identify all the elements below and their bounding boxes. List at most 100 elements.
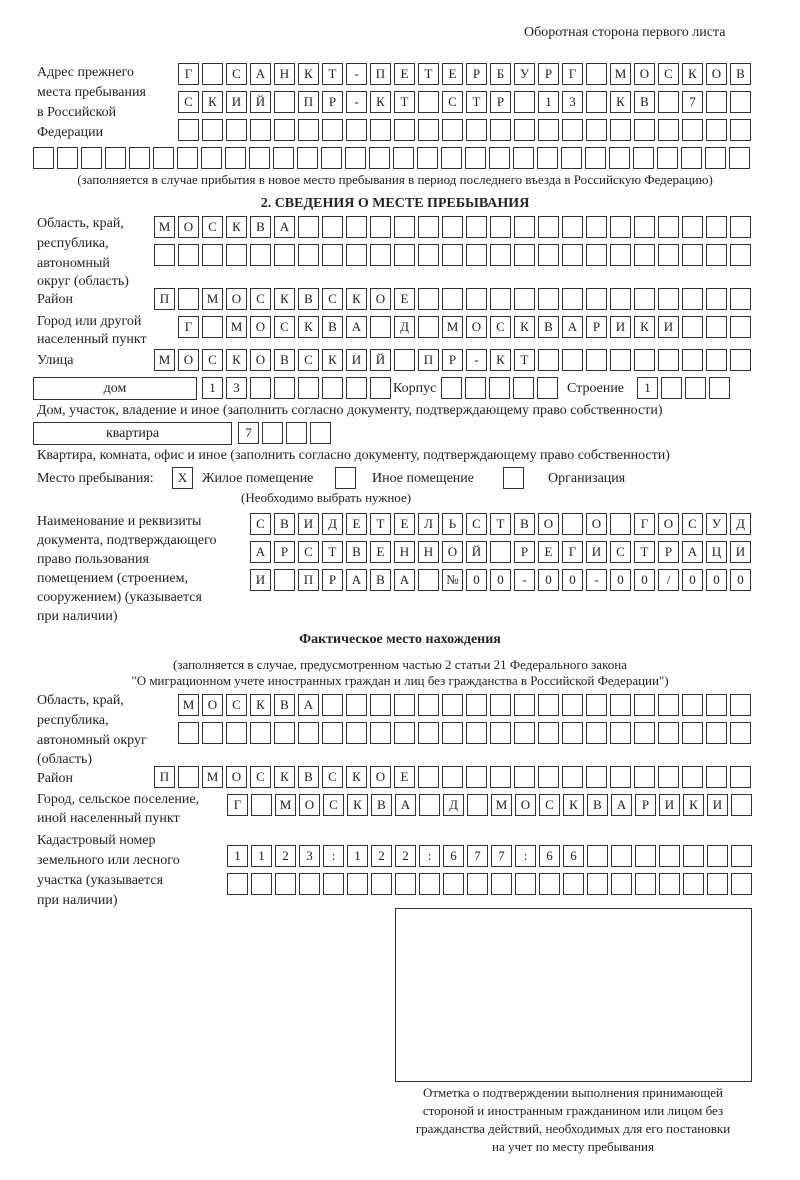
char-cell[interactable]: Т bbox=[514, 349, 535, 371]
char-cell[interactable]: К bbox=[347, 794, 368, 816]
char-cell[interactable]: Р bbox=[274, 541, 295, 563]
char-cell[interactable] bbox=[586, 91, 607, 113]
char-cell[interactable] bbox=[562, 216, 583, 238]
char-cell[interactable]: М bbox=[178, 694, 199, 716]
char-cell[interactable] bbox=[490, 244, 511, 266]
char-cell[interactable]: С bbox=[178, 91, 199, 113]
char-cell[interactable]: : bbox=[323, 845, 344, 867]
char-cell[interactable] bbox=[154, 244, 175, 266]
char-cell[interactable] bbox=[178, 244, 199, 266]
char-cell[interactable] bbox=[322, 119, 343, 141]
char-cell[interactable]: В bbox=[274, 513, 295, 535]
char-cell[interactable] bbox=[730, 722, 751, 744]
char-cell[interactable] bbox=[634, 349, 655, 371]
char-cell[interactable] bbox=[251, 794, 272, 816]
char-cell[interactable]: Ц bbox=[706, 541, 727, 563]
char-cell[interactable]: О bbox=[226, 766, 247, 788]
char-cell[interactable] bbox=[682, 349, 703, 371]
char-cell[interactable] bbox=[610, 722, 631, 744]
char-cell[interactable]: И bbox=[730, 541, 751, 563]
char-cell[interactable] bbox=[634, 722, 655, 744]
char-cell[interactable] bbox=[706, 288, 727, 310]
char-cell[interactable] bbox=[370, 377, 391, 399]
char-cell[interactable]: К bbox=[682, 63, 703, 85]
char-cell[interactable] bbox=[682, 694, 703, 716]
char-cell[interactable]: О bbox=[634, 63, 655, 85]
char-cell[interactable] bbox=[539, 873, 560, 895]
char-cell[interactable]: М bbox=[202, 766, 223, 788]
stay-checkbox-other[interactable] bbox=[335, 467, 356, 489]
char-cell[interactable]: С bbox=[226, 63, 247, 85]
char-cell[interactable] bbox=[730, 288, 751, 310]
char-cell[interactable]: О bbox=[586, 513, 607, 535]
char-cell[interactable] bbox=[611, 873, 632, 895]
char-cell[interactable]: 7 bbox=[238, 422, 259, 444]
char-cell[interactable]: 0 bbox=[538, 569, 559, 591]
char-cell[interactable] bbox=[705, 147, 726, 169]
char-cell[interactable] bbox=[681, 147, 702, 169]
char-cell[interactable] bbox=[274, 119, 295, 141]
char-cell[interactable]: П bbox=[418, 349, 439, 371]
char-cell[interactable]: О bbox=[442, 541, 463, 563]
char-cell[interactable] bbox=[274, 569, 295, 591]
char-cell[interactable]: Т bbox=[322, 63, 343, 85]
char-cell[interactable]: С bbox=[322, 766, 343, 788]
char-cell[interactable]: К bbox=[298, 316, 319, 338]
char-cell[interactable] bbox=[538, 766, 559, 788]
char-cell[interactable]: И bbox=[298, 513, 319, 535]
char-cell[interactable] bbox=[346, 722, 367, 744]
char-cell[interactable] bbox=[658, 694, 679, 716]
char-cell[interactable]: Д bbox=[443, 794, 464, 816]
char-cell[interactable] bbox=[370, 119, 391, 141]
char-cell[interactable]: В bbox=[298, 766, 319, 788]
char-cell[interactable] bbox=[370, 722, 391, 744]
char-cell[interactable] bbox=[562, 244, 583, 266]
char-cell[interactable] bbox=[730, 316, 751, 338]
char-cell[interactable] bbox=[683, 845, 704, 867]
char-cell[interactable] bbox=[587, 873, 608, 895]
char-cell[interactable]: С bbox=[442, 91, 463, 113]
char-cell[interactable] bbox=[322, 694, 343, 716]
char-cell[interactable] bbox=[322, 244, 343, 266]
char-cell[interactable] bbox=[394, 349, 415, 371]
char-cell[interactable] bbox=[586, 349, 607, 371]
char-cell[interactable]: О bbox=[515, 794, 536, 816]
char-cell[interactable] bbox=[442, 119, 463, 141]
char-cell[interactable] bbox=[513, 147, 534, 169]
char-cell[interactable]: М bbox=[226, 316, 247, 338]
char-cell[interactable]: 2 bbox=[275, 845, 296, 867]
char-cell[interactable] bbox=[731, 794, 752, 816]
char-cell[interactable]: Е bbox=[394, 513, 415, 535]
char-cell[interactable]: С bbox=[274, 316, 295, 338]
char-cell[interactable] bbox=[562, 722, 583, 744]
char-cell[interactable] bbox=[610, 119, 631, 141]
char-cell[interactable] bbox=[442, 694, 463, 716]
char-cell[interactable]: С bbox=[322, 288, 343, 310]
char-cell[interactable] bbox=[347, 873, 368, 895]
char-cell[interactable]: С bbox=[298, 541, 319, 563]
char-cell[interactable] bbox=[490, 216, 511, 238]
char-cell[interactable] bbox=[466, 288, 487, 310]
char-cell[interactable] bbox=[418, 766, 439, 788]
char-cell[interactable] bbox=[706, 216, 727, 238]
char-cell[interactable] bbox=[661, 377, 682, 399]
char-cell[interactable] bbox=[466, 766, 487, 788]
char-cell[interactable]: О bbox=[370, 288, 391, 310]
char-cell[interactable]: 3 bbox=[226, 377, 247, 399]
char-cell[interactable] bbox=[322, 377, 343, 399]
char-cell[interactable] bbox=[178, 288, 199, 310]
char-cell[interactable] bbox=[418, 722, 439, 744]
char-cell[interactable]: Р bbox=[658, 541, 679, 563]
char-cell[interactable]: 1 bbox=[538, 91, 559, 113]
char-cell[interactable] bbox=[417, 147, 438, 169]
char-cell[interactable] bbox=[730, 766, 751, 788]
char-cell[interactable]: Е bbox=[442, 63, 463, 85]
char-cell[interactable] bbox=[634, 694, 655, 716]
apt-type-field[interactable]: квартира bbox=[33, 422, 232, 445]
char-cell[interactable] bbox=[706, 349, 727, 371]
char-cell[interactable] bbox=[419, 873, 440, 895]
char-cell[interactable] bbox=[346, 694, 367, 716]
char-cell[interactable] bbox=[562, 766, 583, 788]
char-cell[interactable] bbox=[33, 147, 54, 169]
char-cell[interactable]: О bbox=[226, 288, 247, 310]
